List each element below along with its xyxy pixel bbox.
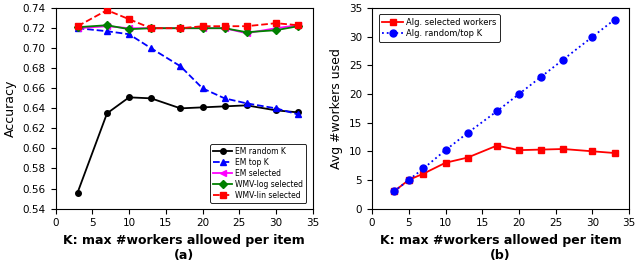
Line: EM top K: EM top K — [75, 26, 301, 117]
WMV-lin selected — [221, 25, 228, 28]
Legend: Alg. selected workers, Alg. random/top K: Alg. selected workers, Alg. random/top K — [379, 14, 500, 41]
Alg. random/top K — [390, 190, 398, 193]
EM top K — [147, 47, 155, 50]
EM random K — [177, 107, 184, 110]
Alg. random/top K — [405, 178, 413, 181]
Line: Alg. random/top K: Alg. random/top K — [390, 16, 618, 195]
WMV-log selected — [147, 27, 155, 30]
Legend: EM random K, EM top K, EM selected, WMV-log selected, WMV-lin selected: EM random K, EM top K, EM selected, WMV-… — [210, 144, 307, 203]
EM top K — [177, 65, 184, 68]
Alg. selected workers — [390, 190, 398, 193]
Alg. selected workers — [405, 178, 413, 181]
Y-axis label: Avg #workers used: Avg #workers used — [330, 48, 344, 169]
Line: EM random K: EM random K — [75, 94, 301, 195]
WMV-lin selected — [103, 9, 111, 12]
EM selected — [198, 27, 206, 30]
WMV-lin selected — [177, 27, 184, 30]
Alg. selected workers — [515, 148, 523, 152]
X-axis label: K: max #workers allowed per item
(a): K: max #workers allowed per item (a) — [63, 234, 305, 262]
Line: WMV-log selected: WMV-log selected — [75, 22, 301, 35]
EM selected — [221, 27, 228, 30]
WMV-log selected — [177, 27, 184, 30]
WMV-lin selected — [147, 27, 155, 30]
EM random K — [294, 111, 302, 114]
EM selected — [243, 32, 250, 35]
Y-axis label: Accuracy: Accuracy — [4, 80, 17, 137]
Alg. selected workers — [589, 150, 596, 153]
Alg. selected workers — [464, 156, 472, 159]
X-axis label: K: max #workers allowed per item
(b): K: max #workers allowed per item (b) — [380, 234, 621, 262]
WMV-log selected — [74, 26, 81, 29]
EM top K — [74, 27, 81, 30]
EM selected — [147, 27, 155, 30]
WMV-log selected — [272, 29, 280, 32]
EM top K — [221, 97, 228, 100]
WMV-lin selected — [125, 18, 133, 21]
Alg. selected workers — [442, 161, 449, 164]
EM top K — [243, 102, 250, 105]
EM selected — [125, 27, 133, 30]
Alg. random/top K — [559, 58, 567, 61]
Alg. selected workers — [537, 148, 545, 151]
WMV-lin selected — [243, 25, 250, 28]
Alg. random/top K — [611, 18, 618, 21]
WMV-log selected — [294, 25, 302, 28]
EM random K — [198, 106, 206, 109]
Alg. selected workers — [420, 172, 428, 175]
EM top K — [125, 33, 133, 36]
Alg. selected workers — [611, 151, 618, 155]
Alg. selected workers — [493, 144, 500, 147]
WMV-log selected — [243, 31, 250, 34]
EM top K — [272, 107, 280, 110]
Alg. random/top K — [515, 93, 523, 96]
Alg. random/top K — [420, 167, 428, 170]
EM random K — [74, 191, 81, 194]
EM top K — [294, 113, 302, 116]
Line: WMV-lin selected: WMV-lin selected — [75, 7, 301, 31]
Alg. random/top K — [537, 75, 545, 78]
EM selected — [74, 27, 81, 30]
Alg. random/top K — [442, 148, 449, 152]
Alg. selected workers — [559, 147, 567, 151]
EM random K — [103, 112, 111, 115]
Line: EM selected: EM selected — [75, 22, 301, 36]
EM random K — [147, 97, 155, 100]
WMV-log selected — [198, 27, 206, 30]
EM selected — [294, 24, 302, 27]
EM random K — [272, 109, 280, 112]
EM selected — [177, 27, 184, 30]
Alg. random/top K — [464, 131, 472, 135]
EM random K — [125, 96, 133, 99]
WMV-lin selected — [74, 25, 81, 28]
EM selected — [103, 25, 111, 28]
WMV-lin selected — [294, 24, 302, 27]
EM top K — [103, 30, 111, 33]
EM random K — [221, 105, 228, 108]
EM random K — [243, 104, 250, 107]
WMV-log selected — [103, 24, 111, 27]
EM selected — [272, 27, 280, 30]
Line: Alg. selected workers: Alg. selected workers — [391, 143, 618, 194]
WMV-log selected — [125, 28, 133, 31]
Alg. random/top K — [493, 110, 500, 113]
EM top K — [198, 87, 206, 90]
WMV-log selected — [221, 27, 228, 30]
WMV-lin selected — [272, 22, 280, 25]
Alg. random/top K — [589, 35, 596, 38]
WMV-lin selected — [198, 25, 206, 28]
